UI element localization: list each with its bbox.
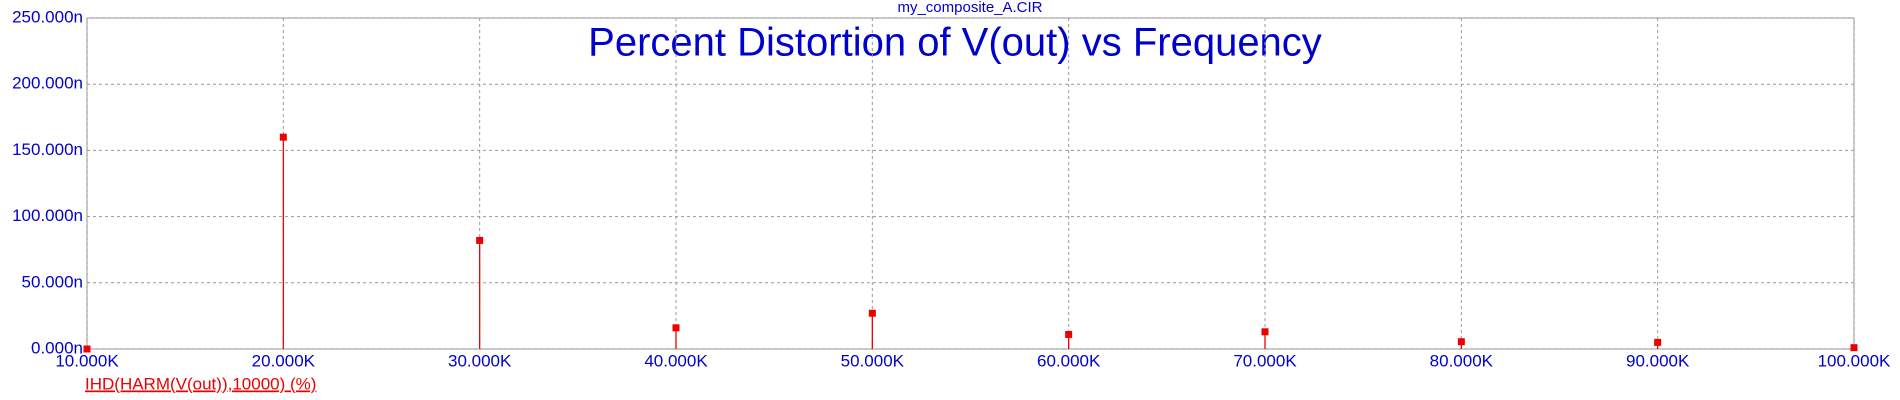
marker — [1457, 338, 1465, 346]
x-tick-label: 90.000K — [1626, 351, 1690, 370]
marker — [1261, 328, 1269, 336]
legend-label: IHD(HARM(V(out)),10000) (%) — [85, 374, 316, 393]
marker — [476, 236, 484, 244]
x-tick-label: 10.000K — [55, 351, 119, 370]
x-tick-label: 30.000K — [448, 351, 512, 370]
x-tick-label: 20.000K — [252, 351, 316, 370]
marker — [83, 345, 91, 353]
x-tick-label: 60.000K — [1037, 351, 1101, 370]
marker — [279, 133, 287, 141]
x-tick-label: 50.000K — [841, 351, 905, 370]
marker — [1850, 344, 1858, 352]
y-tick-label: 50.000n — [22, 272, 83, 291]
marker — [1654, 338, 1662, 346]
y-tick-label: 100.000n — [12, 206, 83, 225]
plot-frame — [86, 17, 1855, 350]
x-tick-label: 70.000K — [1233, 351, 1297, 370]
y-tick-label: 250.000n — [12, 7, 83, 26]
marker — [868, 309, 876, 317]
y-tick-label: 0.000n — [31, 338, 83, 357]
marker — [672, 324, 680, 332]
file-name: my_composite_A.CIR — [897, 0, 1042, 16]
x-tick-label: 80.000K — [1430, 351, 1494, 370]
marker — [1065, 330, 1073, 338]
chart-title: Percent Distortion of V(out) vs Frequenc… — [588, 21, 1322, 65]
y-tick-label: 150.000n — [12, 140, 83, 159]
y-tick-label: 200.000n — [12, 74, 83, 93]
x-tick-label: 40.000K — [644, 351, 708, 370]
x-tick-label: 100.000K — [1818, 351, 1891, 370]
